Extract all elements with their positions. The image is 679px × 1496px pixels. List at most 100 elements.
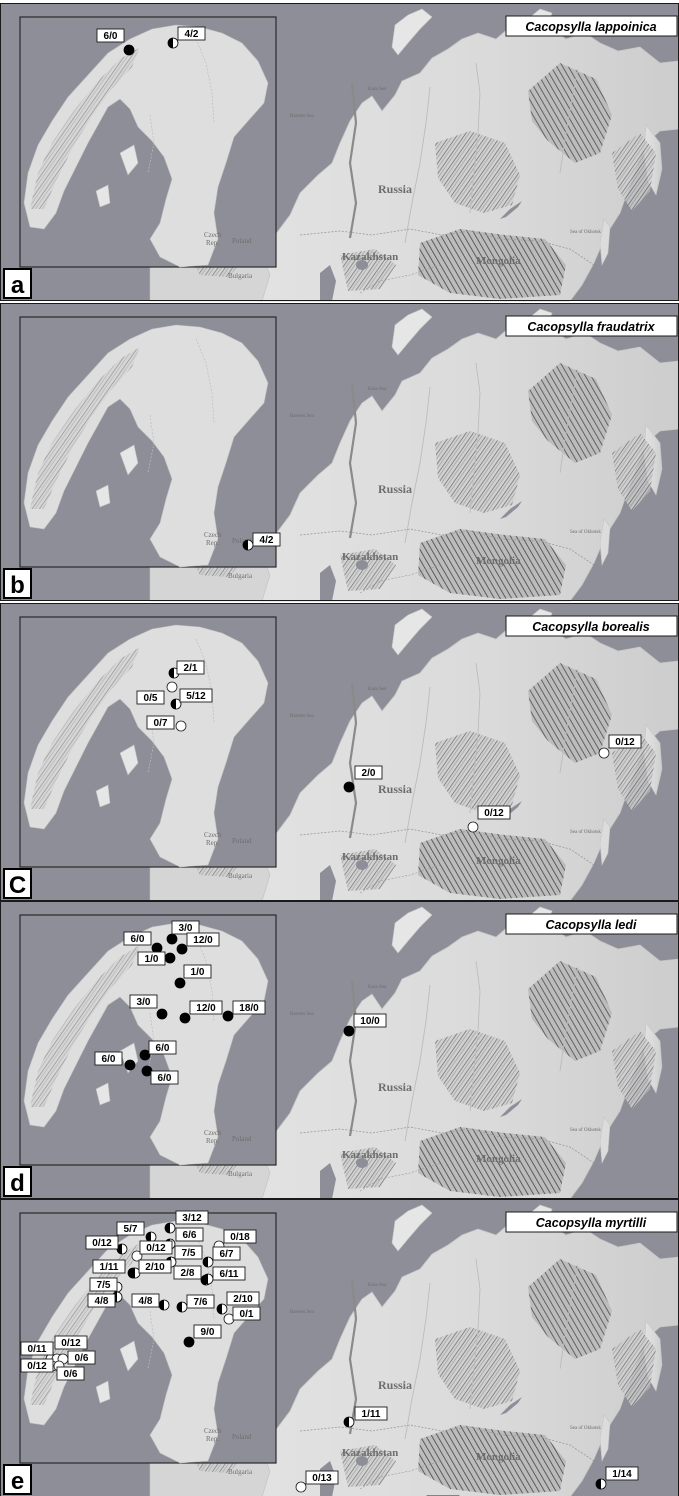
site-marker-half [164, 1222, 176, 1234]
site-label: 2/10 [233, 1294, 253, 1305]
barents-sea-label: Barents Sea [290, 1012, 315, 1017]
site-label: 4/8 [95, 1296, 109, 1307]
mongolia-label: Mongolia [476, 555, 521, 567]
sample-site: 1/0 [137, 951, 176, 966]
sample-site: 2/10 [216, 1291, 260, 1315]
site-label: 1/11 [362, 1409, 381, 1420]
site-label-box [129, 994, 158, 1009]
site-marker-half [168, 667, 180, 679]
site-marker-black [124, 1059, 136, 1071]
site-marker-black [164, 952, 176, 964]
site-label-box [354, 1406, 388, 1421]
basemap [0, 601, 679, 903]
species-title: Cacopsylla lappoinica [525, 20, 656, 34]
site-label: 1/0 [145, 954, 159, 965]
species-title: Cacopsylla ledi [545, 918, 637, 932]
site-marker-white [131, 1250, 143, 1262]
czech-rep-label-line2: Rep. [206, 839, 219, 847]
sea-of-okhotsk-label: Sea of Okhotsk [570, 230, 601, 235]
site-label-box [94, 1051, 123, 1066]
sample-site: 5/7 [116, 1221, 157, 1243]
site-label-box [139, 1240, 173, 1255]
species-title-box: Cacopsylla fraudatrix [505, 315, 678, 337]
sample-site: 1/0 [174, 964, 212, 989]
panel-letter: C [9, 872, 26, 899]
sample-site: 0/12 [131, 1240, 173, 1262]
site-label: 6/0 [158, 1073, 172, 1084]
site-marker-black [176, 943, 188, 955]
site-label-box [305, 1470, 339, 1485]
russia-label: Russia [378, 482, 412, 496]
sample-site: 0/12 [20, 1358, 58, 1373]
sample-site: 7/5 [89, 1277, 123, 1293]
site-marker-white [295, 1481, 307, 1493]
panel-letter: a [11, 272, 25, 299]
site-label: 0/11 [28, 1344, 47, 1355]
czech-rep-label-line2: Rep. [206, 239, 219, 247]
site-label-box [223, 1229, 257, 1244]
map-panel-d: Russia Kazakhstan Mongolia Barents Sea Kara … [0, 899, 679, 1201]
kara-sea-label: Kara Sea [368, 687, 387, 692]
sample-site: 10/0 [343, 1013, 387, 1037]
russia-label: Russia [378, 782, 412, 796]
site-label: 0/6 [64, 1369, 78, 1380]
site-label-box [232, 1000, 266, 1015]
site-label: 0/5 [144, 693, 158, 704]
site-label: 3/0 [137, 997, 151, 1008]
site-label: 10/0 [360, 1016, 380, 1027]
site-marker-black [151, 942, 163, 954]
barents-sea-label: Barents Sea [290, 114, 315, 119]
site-label: 12/0 [193, 935, 213, 946]
kara-sea-label: Kara Sea [368, 985, 387, 990]
site-label-box [123, 931, 152, 946]
site-marker-black [141, 1065, 153, 1077]
site-label: 0/12 [615, 737, 635, 748]
barents-sea-label: Barents Sea [290, 1310, 315, 1315]
map-panel-c: Russia Kazakhstan Mongolia Barents Sea Kara … [0, 601, 679, 903]
site-label-box [186, 1294, 215, 1309]
sample-site: 3/0 [129, 994, 168, 1020]
mongolia-label: Mongolia [476, 1153, 521, 1165]
site-label: 5/12 [186, 691, 206, 702]
sample-site: 6/0 [94, 1051, 136, 1071]
site-label-box [183, 964, 212, 979]
czech-rep-label-line2: Rep. [206, 539, 219, 547]
basemap [0, 1, 679, 303]
poland-label: Poland [232, 1135, 252, 1143]
site-label-box [20, 1341, 54, 1356]
kazakhstan-label: Kazakhstan [342, 1149, 398, 1161]
kara-sea-label: Kara Sea [368, 87, 387, 92]
sample-site: 0/12 [598, 734, 642, 759]
site-marker-half [242, 539, 254, 551]
sample-site: 12/0 [176, 932, 220, 955]
site-marker-black [139, 1049, 151, 1061]
sea-of-okhotsk-label: Sea of Okhotsk [570, 830, 601, 835]
kazakhstan-label: Kazakhstan [342, 851, 398, 863]
site-label: 0/12 [27, 1361, 47, 1372]
kazakhstan-label: Kazakhstan [342, 1447, 398, 1459]
kara-sea-label: Kara Sea [368, 1283, 387, 1288]
site-marker-black [222, 1010, 234, 1022]
czech-rep-label: Czech [204, 1427, 222, 1435]
site-label: 7/5 [97, 1280, 111, 1291]
site-marker-white [598, 747, 610, 759]
map-panel-a: Russia Kazakhstan Mongolia Barents Sea Kara … [0, 1, 679, 303]
sea-of-okhotsk-label: Sea of Okhotsk [570, 1128, 601, 1133]
sample-site: 5/12 [170, 688, 213, 710]
site-label: 4/2 [185, 29, 199, 40]
poland-label: Poland [232, 237, 252, 245]
site-label: 9/0 [201, 1327, 215, 1338]
czech-rep-label: Czech [204, 831, 222, 839]
species-title: Cacopsylla fraudatrix [527, 320, 655, 334]
site-label-box [87, 1293, 116, 1308]
site-label: 6/7 [220, 1249, 234, 1260]
sample-site: 4/2 [167, 26, 206, 49]
barents-sea-label: Barents Sea [290, 714, 315, 719]
kazakhstan-label: Kazakhstan [342, 251, 398, 263]
site-label: 7/5 [182, 1248, 196, 1259]
sample-site: 0/13 [295, 1470, 339, 1493]
sample-site: 6/11 [202, 1266, 246, 1285]
site-label-box [150, 1070, 179, 1085]
kazakhstan-label: Kazakhstan [342, 551, 398, 563]
czech-rep-label: Czech [204, 1129, 222, 1137]
